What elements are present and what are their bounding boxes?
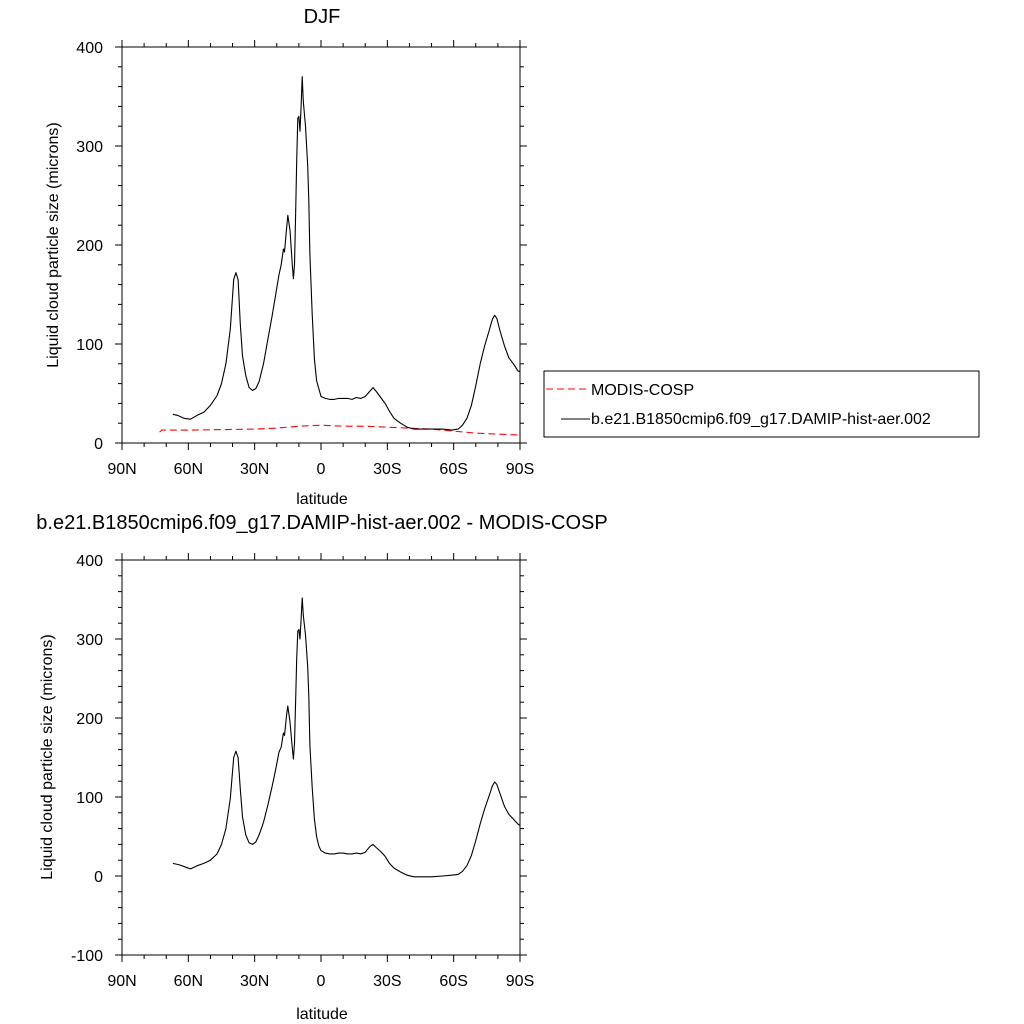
series-line-difference [172, 597, 521, 878]
x-tick-label: 60S [439, 461, 467, 478]
y-tick-label: 100 [76, 337, 103, 354]
x-tick-label: 30S [373, 973, 401, 990]
series-lines [159, 76, 521, 436]
x-axis-label: latitude [296, 491, 348, 508]
x-tick-label: 30N [240, 461, 269, 478]
legend-label-modis: MODIS-COSP [591, 382, 694, 399]
x-axis: 90N 60N 30N 0 30S 60S 90S [107, 40, 534, 478]
y-tick-label: 300 [76, 632, 103, 649]
top-panel-djf: DJF 0 100 200 300 400 90N 60N 30N 0 30S 60S 90S la… [45, 6, 980, 508]
y-tick-label: 400 [76, 40, 103, 57]
x-tick-label: 60N [174, 973, 203, 990]
x-tick-label: 90S [506, 973, 534, 990]
y-tick-label: 0 [94, 436, 103, 453]
chart-title: DJF [304, 6, 341, 28]
y-axis-label: Liquid cloud particle size (microns) [45, 122, 62, 367]
x-axis-label: latitude [296, 1006, 348, 1023]
y-tick-label: 300 [76, 139, 103, 156]
series-line-modis-cosp [159, 424, 521, 436]
y-axis: 0 100 200 300 400 [76, 40, 527, 453]
x-tick-label: 0 [317, 973, 326, 990]
x-tick-label: 0 [317, 461, 326, 478]
legend: MODIS-COSP b.e21.B1850cmip6.f09_g17.DAMI… [543, 370, 980, 438]
x-tick-label: 60N [174, 461, 203, 478]
plot-frame [121, 559, 521, 956]
legend-box [543, 370, 980, 438]
y-axis: -100 0 100 200 300 400 [71, 553, 527, 965]
x-tick-label: 90N [107, 973, 136, 990]
y-tick-label: 200 [76, 711, 103, 728]
y-tick-label: 400 [76, 553, 103, 570]
x-tick-label: 30N [240, 973, 269, 990]
y-tick-label: 100 [76, 790, 103, 807]
series-lines [172, 597, 521, 878]
x-axis: 90N 60N 30N 0 30S 60S 90S [107, 553, 534, 990]
series-line-model [172, 76, 521, 431]
x-tick-label: 90N [107, 461, 136, 478]
y-tick-label: 0 [94, 869, 103, 886]
y-axis-label: Liquid cloud particle size (microns) [39, 634, 56, 879]
bottom-panel-difference: b.e21.B1850cmip6.f09_g17.DAMIP-hist-aer.… [36, 512, 607, 1023]
plot-frame [121, 46, 521, 444]
x-tick-label: 60S [439, 973, 467, 990]
y-tick-label: -100 [71, 948, 103, 965]
y-tick-label: 200 [76, 238, 103, 255]
chart-title: b.e21.B1850cmip6.f09_g17.DAMIP-hist-aer.… [36, 512, 607, 534]
x-tick-label: 30S [373, 461, 401, 478]
x-tick-label: 90S [506, 461, 534, 478]
legend-label-model: b.e21.B1850cmip6.f09_g17.DAMIP-hist-aer.… [591, 411, 931, 428]
